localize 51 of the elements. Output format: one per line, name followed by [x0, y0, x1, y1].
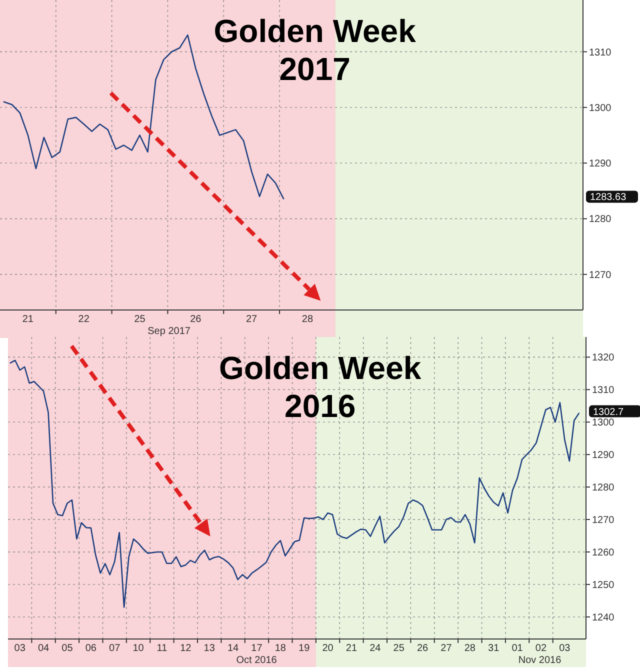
x-tick-label: 05: [62, 643, 74, 654]
y-tick-label: 1320: [592, 352, 615, 364]
x-tick-label: 20: [322, 643, 334, 654]
x-tick-label: 21: [22, 314, 34, 325]
x-tick-label: 12: [180, 643, 192, 654]
x-tick-label: 01: [512, 643, 524, 654]
text: 1283.63: [590, 192, 627, 204]
y-tick-label: 1300: [592, 418, 615, 429]
y-tick-label: 1280: [592, 482, 615, 494]
y-tick-label: 1250: [592, 580, 615, 591]
y-tick-label: 1240: [592, 612, 615, 624]
y-tick-label: 1280: [589, 214, 612, 226]
x-tick-label: 27: [246, 314, 258, 325]
y-tick-label: 1310: [592, 385, 615, 396]
x-tick-label: 25: [134, 314, 146, 325]
x-tick-label: 03: [559, 643, 571, 654]
x-tick-label: 21: [346, 643, 358, 654]
x-axis-title: Sep 2017: [148, 326, 191, 337]
x-tick-label: 10: [132, 643, 144, 654]
x-tick-label: 13: [204, 643, 216, 654]
y-tick-label: 1270: [592, 515, 615, 526]
text: Golden Week 2017: [214, 13, 416, 87]
x-tick-label: 22: [78, 314, 90, 325]
y-tick-label: 1270: [589, 270, 612, 281]
x-tick-label: 27: [440, 643, 452, 654]
x-tick-label: 11: [156, 643, 168, 654]
x-tick-label: 28: [302, 314, 314, 325]
x-tick-label: 19: [298, 643, 310, 654]
text: Nov 2016: [518, 655, 562, 666]
x-tick-label: 28: [464, 643, 476, 654]
x-tick-label: 14: [227, 643, 240, 654]
x-tick-label: 18: [274, 643, 286, 654]
y-tick-label: 1290: [592, 450, 615, 462]
x-tick-label: 02: [535, 643, 547, 654]
text: Oct 2016: [236, 655, 278, 666]
text: 1302.7: [593, 406, 624, 418]
x-tick-label: 04: [38, 643, 50, 654]
y-tick-label: 1310: [589, 47, 612, 58]
x-tick-label: 03: [14, 643, 26, 654]
x-tick-label: 26: [190, 314, 202, 325]
x-tick-label: 17: [251, 643, 263, 654]
y-tick-label: 1300: [589, 102, 612, 114]
x-tick-label: 31: [488, 643, 500, 654]
x-tick-label: 07: [109, 643, 121, 654]
y-tick-label: 1260: [592, 547, 615, 558]
x-tick-label: 26: [416, 643, 429, 654]
y-tick-label: 1290: [589, 158, 612, 170]
x-tick-label: 25: [393, 643, 405, 654]
x-tick-label: 06: [85, 643, 97, 654]
x-tick-label: 24: [370, 643, 382, 654]
text: Golden Week 2016: [219, 350, 422, 424]
